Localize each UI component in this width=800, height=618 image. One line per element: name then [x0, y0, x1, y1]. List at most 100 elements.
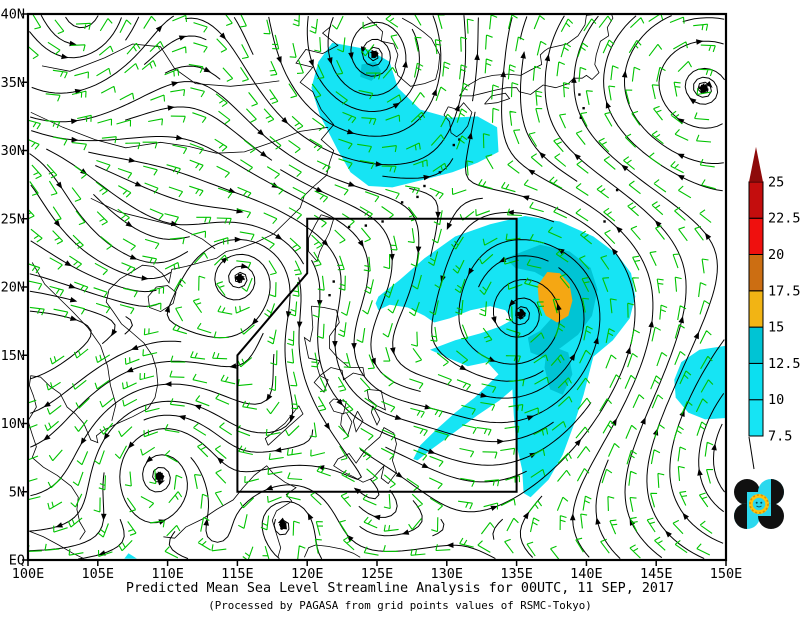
- coastline-leyte: [370, 405, 381, 426]
- streamline: [358, 489, 398, 518]
- pagasa-logo: [734, 479, 784, 529]
- x-tick-label: 130E: [431, 566, 464, 582]
- island-point: [458, 138, 461, 141]
- colorbar-band: [748, 217, 764, 255]
- streamline: [30, 184, 172, 280]
- x-tick-label: 105E: [82, 566, 115, 582]
- streamline: [143, 414, 314, 453]
- coastline-asia: [28, 25, 339, 540]
- streamline: [125, 16, 140, 41]
- island-point: [578, 93, 581, 96]
- streamline: [669, 339, 725, 544]
- y-tick-label: 10N: [1, 416, 25, 432]
- wind-speed-region-typhoon-inner-ring: [505, 244, 598, 358]
- streamline: [447, 197, 483, 228]
- island-point: [332, 280, 335, 283]
- island-point: [381, 220, 384, 223]
- streamline: [624, 15, 724, 164]
- x-tick-label: 120E: [291, 566, 324, 582]
- x-tick-label: 140E: [570, 566, 603, 582]
- wind-speed-region-equator-dot: [124, 553, 137, 559]
- colorbar-band: [748, 326, 764, 364]
- streamline: [88, 151, 554, 443]
- streamline: [29, 273, 160, 307]
- par-boundary: [236, 217, 518, 493]
- island-point: [452, 143, 455, 147]
- coastline-cebu: [352, 411, 364, 433]
- y-tick-label: 35N: [1, 75, 25, 91]
- streamline: [30, 340, 182, 414]
- streamline: [682, 17, 725, 23]
- logo-petal: [771, 479, 784, 505]
- streamline: [519, 16, 528, 40]
- streamline: [573, 15, 718, 560]
- coastline-sumatra: [29, 530, 84, 559]
- streamline: [233, 16, 254, 55]
- streamline: [29, 472, 105, 552]
- x-tick-label: 125E: [361, 566, 394, 582]
- streamline: [492, 518, 504, 540]
- coastline-negros: [340, 412, 353, 437]
- colorbar-label: 10: [768, 392, 784, 408]
- streamline: [385, 446, 527, 483]
- colorbar-label: 15: [768, 320, 784, 336]
- x-tick-label: 145E: [640, 566, 673, 582]
- y-tick-label: 25N: [1, 211, 25, 227]
- wind-speed-region-typhoon-core-orange: [537, 272, 573, 323]
- streamline: [29, 239, 294, 532]
- streamline: [29, 153, 189, 264]
- coastline-korea: [366, 16, 441, 87]
- streamline: [31, 15, 175, 94]
- coastline-mindanao: [333, 427, 397, 485]
- x-tick-label: 115E: [221, 566, 254, 582]
- colorbar-label: 12.5: [768, 356, 800, 372]
- island-point: [400, 201, 404, 204]
- streamline: [30, 240, 157, 293]
- coastline-luzon: [303, 305, 365, 381]
- colorbar-band: [748, 290, 764, 328]
- colorbar-label: 7.5: [768, 429, 792, 445]
- streamline: [544, 15, 687, 559]
- chart-subtitle: (Processed by PAGASA from grid points va…: [208, 599, 592, 612]
- streamline: [356, 478, 380, 500]
- x-tick-label: 150E: [710, 566, 743, 582]
- coastline-palawan: [264, 405, 304, 446]
- coastline-taiwan: [308, 214, 335, 262]
- colorbar-band: [748, 181, 764, 219]
- streamline: [40, 14, 74, 45]
- colorbar-label: 17.5: [768, 283, 800, 299]
- island-point: [582, 106, 585, 110]
- streamline: [261, 501, 323, 560]
- coastline-japan_main: [459, 14, 614, 97]
- logo-sun-rays: [749, 494, 769, 514]
- coastline-yellow_river: [41, 43, 280, 87]
- streamline: [658, 40, 724, 129]
- coastline-yangtze: [30, 111, 329, 154]
- streamline: [382, 158, 454, 179]
- y-tick-label: EQ: [9, 553, 25, 569]
- chart-title: Predicted Mean Sea Level Streamline Anal…: [125, 581, 675, 596]
- coastline-pearl: [90, 197, 216, 250]
- coastline-mekong: [31, 262, 117, 421]
- streamline: [698, 393, 725, 513]
- streamline: [595, 459, 621, 559]
- logo-sun-face: [752, 497, 766, 511]
- coastline-borneo: [163, 465, 297, 558]
- streamline: [29, 290, 75, 302]
- streamline: [713, 423, 726, 493]
- coastline-hainan: [147, 285, 177, 313]
- streamline: [78, 519, 125, 560]
- colorbar-band: [748, 254, 764, 292]
- streamline: [168, 531, 189, 560]
- wind-speed-region-east-edge-area: [674, 345, 726, 420]
- streamline: [83, 308, 116, 345]
- streamline: [501, 17, 654, 558]
- streamline: [29, 17, 122, 59]
- wind-barbs-layer: [28, 14, 716, 560]
- wind-speed-region-north-cyclone-area: [311, 42, 499, 188]
- streamline: [478, 255, 549, 288]
- x-tick-label: 100E: [12, 566, 45, 582]
- colorbar: 7.5 10 12.5 15 17.5 20 22.5 25: [748, 146, 800, 470]
- streamline: [30, 353, 275, 497]
